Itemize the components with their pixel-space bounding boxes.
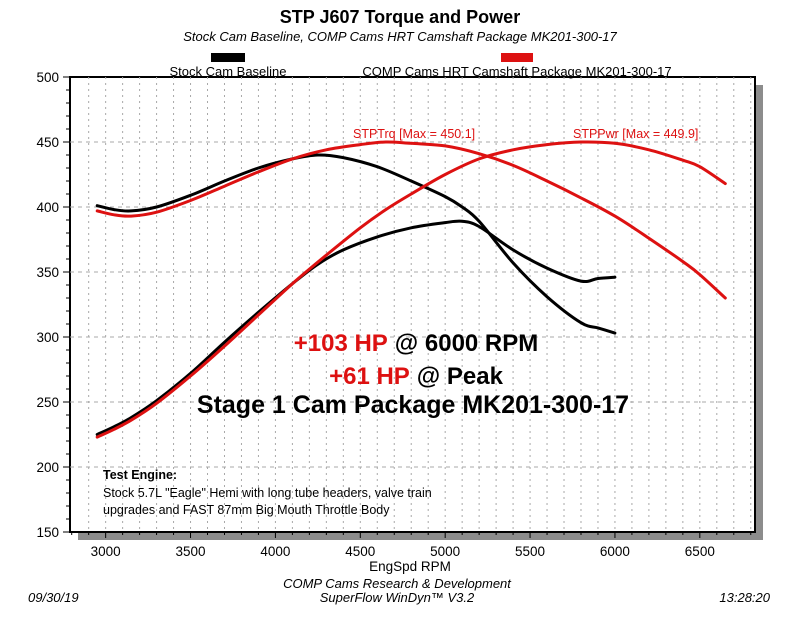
svg-text:5500: 5500 (515, 544, 545, 559)
footer-date: 09/30/19 (28, 590, 79, 605)
legend-label-comp: COMP Cams HRT Camshaft Package MK201-300… (362, 64, 672, 79)
svg-text:3500: 3500 (176, 544, 206, 559)
page-subtitle: Stock Cam Baseline, COMP Cams HRT Camsha… (183, 29, 617, 44)
svg-text:300: 300 (36, 330, 59, 345)
gain-at-6000-suffix: @ 6000 RPM (394, 330, 539, 357)
gain-at-peak-annotation: +61 HP @ Peak (329, 363, 503, 391)
svg-text:450: 450 (36, 135, 59, 150)
test-engine-line1: Stock 5.7L "Eagle" Hemi with long tube h… (103, 485, 432, 500)
package-annotation: Stage 1 Cam Package MK201-300-17 (196, 391, 630, 419)
svg-text:3000: 3000 (91, 544, 121, 559)
svg-text:4000: 4000 (260, 544, 290, 559)
svg-text:350: 350 (36, 265, 59, 280)
svg-text:200: 200 (36, 460, 59, 475)
footer-credit: COMP Cams Research & Development (283, 576, 511, 591)
test-engine-note: Test Engine: Stock 5.7L "Eagle" Hemi wit… (103, 467, 432, 520)
page-title: STP J607 Torque and Power (279, 7, 521, 27)
footer-time: 13:28:20 (719, 590, 770, 605)
test-engine-line2: upgrades and FAST 87mm Big Mouth Throttl… (103, 503, 390, 517)
x-axis-title: EngSpd RPM (369, 559, 451, 574)
footer-software: SuperFlow WinDyn™ V3.2 (319, 590, 475, 605)
torque-max-annotation: STPTrq [Max = 450.1] (353, 127, 476, 141)
gain-at-peak-suffix: @ Peak (416, 363, 503, 390)
svg-text:150: 150 (36, 525, 59, 540)
svg-text:4500: 4500 (345, 544, 375, 559)
svg-text:6000: 6000 (600, 544, 630, 559)
test-engine-heading: Test Engine: (103, 468, 178, 482)
svg-text:250: 250 (36, 395, 59, 410)
legend-swatch-baseline (211, 53, 245, 62)
svg-text:6500: 6500 (685, 544, 715, 559)
gain-at-6000-value: +103 HP (293, 330, 388, 357)
legend-swatch-comp (501, 53, 533, 62)
gain-at-peak-value: +61 HP (329, 363, 410, 390)
svg-text:400: 400 (36, 200, 59, 215)
legend-label-baseline: Stock Cam Baseline (169, 64, 287, 79)
power-max-annotation: STPPwr [Max = 449.9] (573, 127, 699, 141)
gain-at-6000-annotation: +103 HP @ 6000 RPM (294, 330, 539, 358)
svg-text:5000: 5000 (430, 544, 460, 559)
svg-text:500: 500 (36, 70, 59, 85)
